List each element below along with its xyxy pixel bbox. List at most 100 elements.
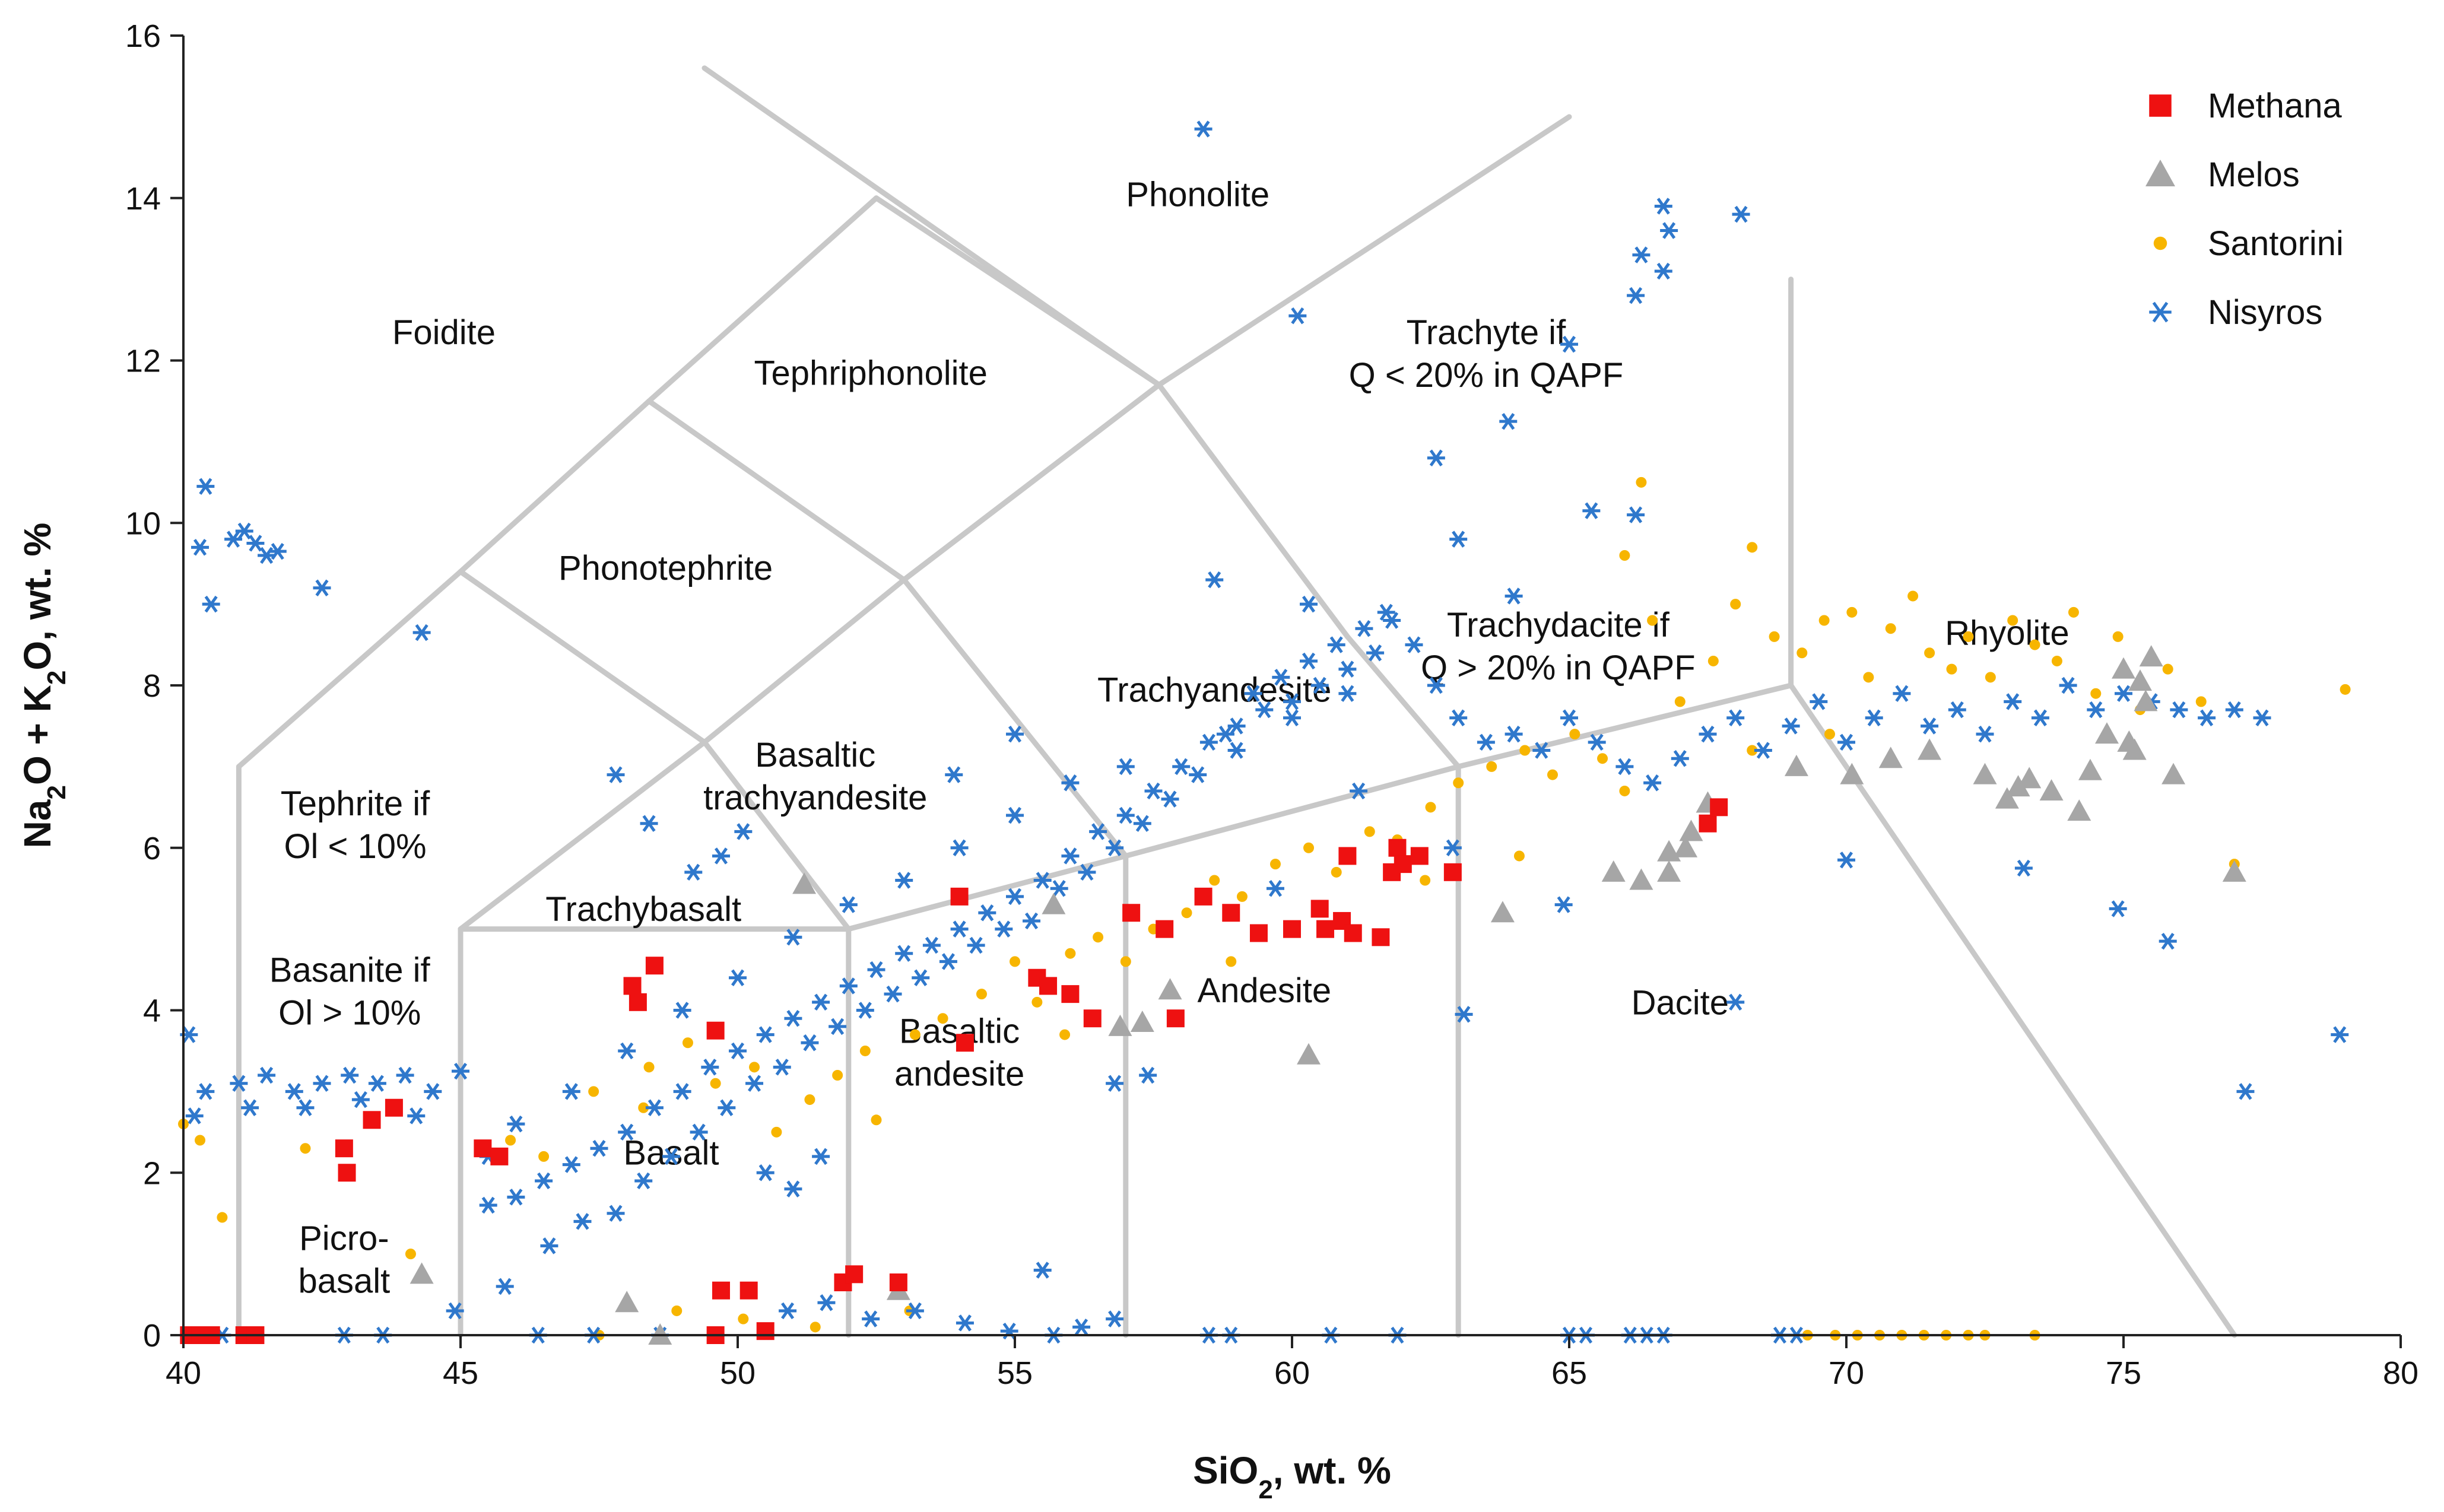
field-boundary bbox=[901, 577, 1129, 859]
santorini-point bbox=[1647, 615, 1658, 626]
nisyros-point bbox=[1355, 620, 1373, 637]
nisyros-point bbox=[1205, 571, 1224, 589]
nisyros-point bbox=[1654, 198, 1672, 215]
nisyros-point bbox=[1272, 669, 1290, 686]
melos-point bbox=[1973, 763, 1997, 784]
nisyros-point bbox=[673, 1002, 691, 1019]
methana-point bbox=[1699, 814, 1717, 833]
field-boundary bbox=[1156, 114, 1572, 388]
nisyros-point bbox=[424, 1083, 442, 1100]
nisyros-point bbox=[1144, 782, 1163, 800]
nisyros-point bbox=[1288, 307, 1307, 325]
nisyros-point bbox=[1405, 636, 1423, 653]
santorini-point bbox=[1674, 696, 1686, 707]
legend-item-nisyros: Nisyros bbox=[2149, 293, 2322, 332]
santorini-point bbox=[1519, 745, 1531, 756]
melos-point bbox=[1840, 763, 1864, 784]
axis-titles: SiO2, wt. % Na2O + K2O, wt. % bbox=[16, 523, 1391, 1504]
nisyros-point bbox=[895, 945, 913, 962]
field-label-tephrite: Tephrite if Ol < 10% bbox=[281, 784, 430, 866]
field-boundary bbox=[1788, 682, 2237, 1338]
nisyros-point bbox=[1427, 676, 1445, 694]
nisyros-point bbox=[446, 1302, 464, 1320]
santorini-point bbox=[300, 1143, 311, 1154]
methana-point bbox=[1061, 985, 1080, 1003]
santorini-point bbox=[1331, 866, 1342, 878]
nisyros-point bbox=[1244, 685, 1262, 702]
nisyros-point bbox=[1139, 1066, 1157, 1084]
nisyros-point bbox=[1216, 725, 1234, 743]
nisyros-point bbox=[1560, 709, 1578, 726]
nisyros-point bbox=[1921, 717, 1939, 735]
field-label-basaltic-trachyandesite: Basaltic trachyandesite bbox=[703, 736, 927, 817]
melos-point bbox=[2222, 860, 2246, 882]
methana-point bbox=[363, 1111, 381, 1129]
santorini-point bbox=[1818, 615, 1830, 626]
methana-point bbox=[1039, 977, 1058, 995]
melos-point bbox=[1042, 892, 1066, 914]
melos-point bbox=[615, 1291, 639, 1313]
santorini-point bbox=[1747, 542, 1758, 553]
legend-label: Nisyros bbox=[2208, 293, 2322, 332]
y-tick-label: 14 bbox=[125, 181, 161, 217]
santorini-point bbox=[1065, 948, 1076, 959]
nisyros-point bbox=[784, 1180, 802, 1197]
santorini-point bbox=[1963, 631, 1974, 642]
nisyros-point bbox=[1283, 693, 1301, 710]
nisyros-point bbox=[729, 969, 747, 986]
santorini-point bbox=[1181, 907, 1192, 919]
nisyros-point bbox=[1810, 693, 1828, 710]
methana-legend-icon bbox=[2149, 94, 2172, 117]
santorini-point bbox=[1636, 477, 1647, 488]
nisyros-point bbox=[1554, 896, 1573, 913]
nisyros-point bbox=[1227, 717, 1246, 735]
nisyros-point bbox=[2115, 685, 2132, 702]
santorini-point bbox=[1059, 1029, 1071, 1040]
santorini-point bbox=[1797, 647, 1808, 659]
melos-point bbox=[2122, 738, 2147, 760]
nisyros-point bbox=[1255, 701, 1274, 719]
nisyros-point bbox=[573, 1213, 592, 1230]
nisyros-point bbox=[496, 1278, 514, 1295]
nisyros-point bbox=[1310, 676, 1329, 694]
nisyros-point bbox=[779, 1302, 797, 1320]
field-label-picrobasalt: Picro-basalt bbox=[298, 1219, 390, 1300]
nisyros-point bbox=[1089, 823, 1107, 840]
nisyros-point bbox=[862, 1310, 880, 1327]
nisyros-point bbox=[351, 1091, 370, 1108]
methana-point bbox=[845, 1265, 864, 1284]
nisyros-point bbox=[756, 1026, 775, 1043]
santorini-point bbox=[1885, 623, 1896, 634]
nisyros-point bbox=[1560, 335, 1578, 353]
x-tick-label: 55 bbox=[997, 1355, 1033, 1391]
field-label-trachydacite: Trachydacite if Q > 20% in QAPF bbox=[1421, 606, 1696, 687]
field-label-basalt: Basalt bbox=[623, 1134, 719, 1173]
tas-field-labels: Foidite Phonolite Tephriphonolite Trachyte … bbox=[269, 175, 2070, 1300]
santorini-point bbox=[2112, 631, 2124, 642]
field-boundary bbox=[702, 577, 907, 745]
melos-point bbox=[1629, 868, 1653, 890]
melos-point bbox=[1878, 747, 1903, 768]
field-boundary bbox=[1156, 382, 1350, 640]
nisyros-point bbox=[1300, 652, 1318, 670]
methana-point bbox=[1372, 928, 1390, 946]
nisyros-point bbox=[1350, 782, 1368, 800]
santorini-point bbox=[1031, 996, 1043, 1008]
field-boundary bbox=[901, 382, 1162, 583]
santorini-point bbox=[738, 1313, 749, 1324]
nisyros-point bbox=[645, 1099, 664, 1116]
nisyros-point bbox=[1300, 595, 1318, 613]
santorini-point bbox=[505, 1135, 516, 1146]
methana-point bbox=[645, 957, 664, 975]
methana-point bbox=[490, 1147, 509, 1165]
methana-point bbox=[1710, 798, 1728, 817]
melos-point bbox=[1995, 787, 2019, 809]
santorini-point bbox=[832, 1070, 843, 1081]
santorini-point bbox=[1597, 753, 1608, 764]
x-tick-label: 45 bbox=[443, 1355, 478, 1391]
field-label-phonotephrite: Phonotephrite bbox=[558, 549, 773, 587]
methana-point bbox=[338, 1164, 356, 1182]
santorini-point bbox=[1269, 859, 1281, 870]
santorini-point bbox=[1824, 729, 1835, 740]
nisyros-point bbox=[1455, 1006, 1473, 1023]
